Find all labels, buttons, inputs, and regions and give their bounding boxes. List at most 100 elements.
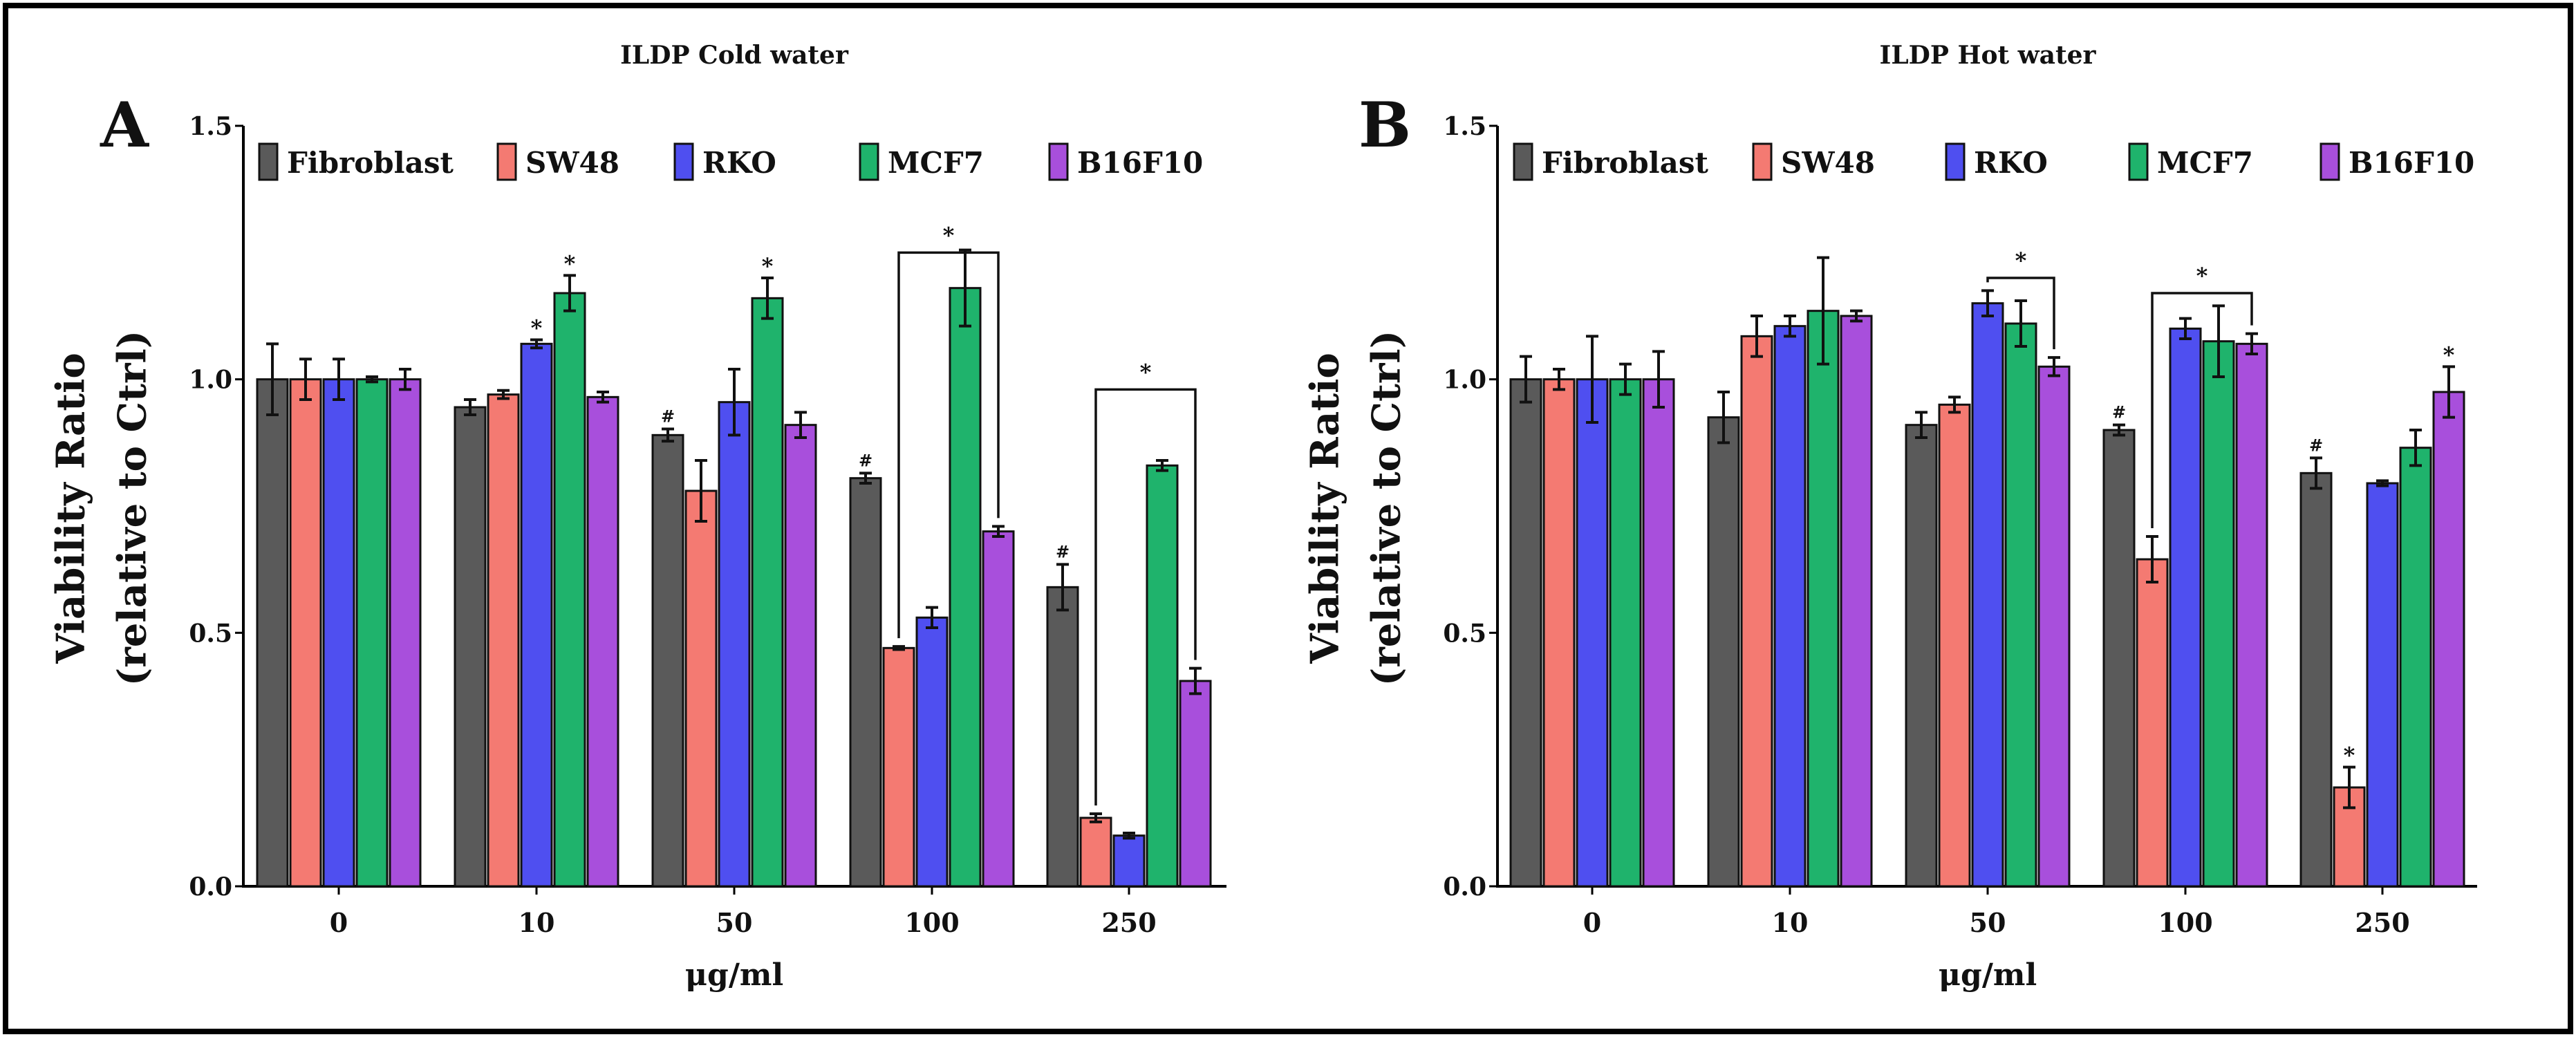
error-bar <box>2113 423 2125 437</box>
legend-label: B16F10 <box>1077 146 1203 180</box>
y-tick-label: 1.0 <box>189 366 232 395</box>
legend-label: Fibroblast <box>287 146 454 180</box>
bar-fibroblast-10 <box>454 406 487 888</box>
y-tick-label: 0.5 <box>1443 619 1486 648</box>
error-bar <box>563 274 576 312</box>
error-bar <box>761 277 774 320</box>
bar-mcf7-0 <box>1609 378 1642 888</box>
error-bar <box>2146 535 2158 583</box>
bar-mcf7-50 <box>2004 322 2037 888</box>
bar-b16f10-50 <box>784 424 817 888</box>
x-tick-label: 10 <box>519 907 555 938</box>
bar-fibroblast-250 <box>1046 586 1079 888</box>
bar-rko-50 <box>1971 302 2004 888</box>
bar-mcf7-250 <box>2399 447 2432 888</box>
bar-fibroblast-50 <box>1905 424 1938 888</box>
error-bar <box>662 427 674 443</box>
legend-swatch-rko <box>673 142 694 181</box>
legend-swatch-sw48 <box>1752 142 1773 181</box>
error-bar <box>1652 350 1665 409</box>
error-bar <box>1586 335 1598 424</box>
panel-letter: B <box>1359 88 1411 162</box>
error-bar <box>1915 411 1928 439</box>
panel-letter: A <box>100 88 149 162</box>
error-bar <box>1817 256 1829 366</box>
significance-mark: # <box>2112 402 2126 422</box>
x-tick-label: 250 <box>2355 907 2409 938</box>
bar-mcf7-10 <box>1807 310 1840 888</box>
bar-b16f10-100 <box>982 530 1015 888</box>
panel-a: ILDP Cold water A Viability Ratio (relative… <box>48 41 1226 993</box>
bar-rko-250 <box>2366 482 2399 888</box>
error-bar <box>1553 368 1565 391</box>
bracket-star: * <box>2015 247 2027 274</box>
bar-fibroblast-100 <box>849 477 882 888</box>
chart-title: ILDP Hot water <box>1880 41 2097 70</box>
bar-fibroblast-0 <box>256 378 289 888</box>
y-axis-label: (relative to Ctrl) <box>110 330 156 686</box>
error-bar <box>2179 317 2192 340</box>
bar-sw48-50 <box>684 489 718 888</box>
bar-mcf7-250 <box>1146 464 1179 888</box>
error-bar <box>464 398 476 416</box>
significance-bracket <box>1986 277 2055 350</box>
y-tick-label: 1.0 <box>1443 366 1486 395</box>
bar-sw48-10 <box>487 393 520 888</box>
bracket-star: * <box>943 222 955 248</box>
bar-fibroblast-100 <box>2102 429 2136 888</box>
bar-rko-100 <box>915 616 949 888</box>
x-tick-label: 100 <box>904 907 959 938</box>
bracket-star: * <box>2196 263 2208 289</box>
y-axis-label: Viability Ratio <box>1303 353 1348 664</box>
legend-label: SW48 <box>525 146 619 180</box>
legend-label: RKO <box>702 146 776 180</box>
error-bar <box>497 389 510 400</box>
error-bar <box>1784 315 1796 338</box>
bar-mcf7-100 <box>949 287 982 888</box>
legend-swatch-mcf7 <box>859 142 879 181</box>
error-bar <box>333 357 345 401</box>
error-bar <box>1189 666 1202 695</box>
x-tick-label: 50 <box>716 907 753 938</box>
y-tick-label: 0.5 <box>189 619 232 648</box>
significance-mark: * <box>531 315 543 341</box>
y-tick-label: 1.5 <box>189 112 232 141</box>
error-bar <box>859 471 872 485</box>
error-bar <box>1717 391 1730 445</box>
error-bar <box>695 459 707 523</box>
error-bar <box>992 525 1005 538</box>
significance-mark: # <box>1056 541 1070 561</box>
error-bar <box>1156 459 1168 472</box>
significance-mark: * <box>2344 742 2355 769</box>
y-tick-label: 1.5 <box>1443 112 1486 141</box>
bar-mcf7-10 <box>553 292 586 888</box>
legend-swatch-fibroblast <box>1513 142 1533 181</box>
legend-label: MCF7 <box>888 146 984 180</box>
error-bar <box>1850 309 1863 323</box>
bar-fibroblast-250 <box>2299 471 2333 888</box>
significance-bracket <box>1094 388 1197 806</box>
error-bar <box>2310 456 2322 490</box>
significance-mark: # <box>859 450 872 470</box>
bar-b16f10-0 <box>389 378 422 888</box>
y-tick-label: 0.0 <box>1443 872 1486 901</box>
x-tick-label: 250 <box>1101 907 1156 938</box>
bar-rko-50 <box>718 401 751 888</box>
bar-sw48-250 <box>1079 816 1112 888</box>
error-bar <box>399 368 411 391</box>
bar-rko-0 <box>1576 378 1609 888</box>
significance-mark: * <box>564 250 576 277</box>
error-bar <box>1619 362 1632 396</box>
error-bar <box>2015 299 2027 348</box>
error-bar <box>959 248 971 328</box>
legend-label: RKO <box>1974 146 2048 180</box>
legend-label: SW48 <box>1781 146 1875 180</box>
error-bar <box>1090 812 1102 823</box>
error-bar <box>2443 365 2455 419</box>
bar-sw48-100 <box>882 646 915 888</box>
bar-b16f10-10 <box>586 395 619 888</box>
significance-mark: * <box>762 253 774 279</box>
y-tick-label: 0.0 <box>189 872 232 901</box>
error-bar <box>794 411 807 439</box>
error-bar <box>2343 765 2355 810</box>
